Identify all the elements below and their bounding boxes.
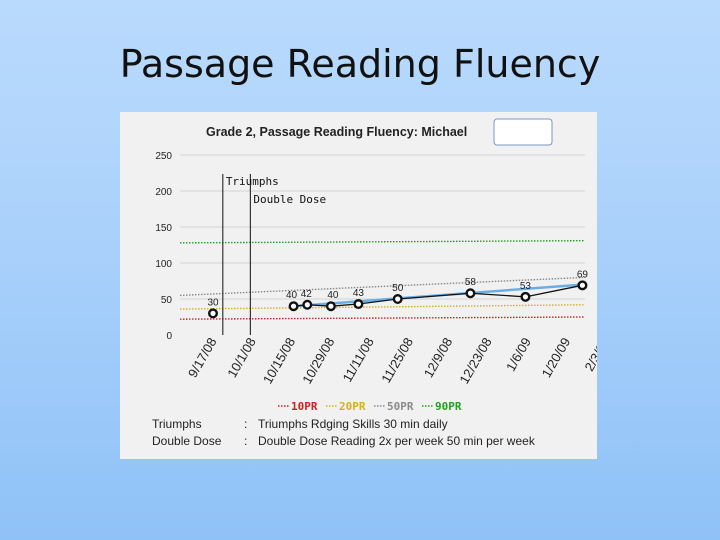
- intervention-name: Double Dose: [152, 434, 222, 448]
- chart-title: Grade 2, Passage Reading Fluency: Michae…: [206, 125, 467, 139]
- chart-panel: Grade 2, Passage Reading Fluency: Michae…: [120, 112, 597, 459]
- x-tick-label: 2/3/09: [582, 335, 597, 374]
- intervention-desc: Triumphs Rdging Skills 30 min daily: [258, 417, 448, 431]
- percentile-line-90pr: [179, 239, 586, 244]
- x-tick-label: 10/1/08: [224, 335, 259, 380]
- intervention-row: Double Dose : Double Dose Reading 2x per…: [152, 434, 535, 451]
- data-point: [465, 288, 476, 299]
- y-tick-label: 150: [155, 223, 172, 234]
- phase-label: Double Dose: [253, 193, 326, 206]
- data-point: [325, 301, 336, 312]
- intervention-name: Triumphs: [152, 417, 202, 431]
- x-tick-label: 9/17/08: [185, 335, 220, 380]
- data-label: 69: [577, 269, 589, 280]
- data-point: [302, 299, 313, 310]
- phase-label: Triumphs: [226, 175, 279, 188]
- x-tick-label: 10/29/08: [299, 335, 337, 386]
- intervention-desc: Double Dose Reading 2x per week 50 min p…: [258, 434, 535, 448]
- slide-title: Passage Reading Fluency: [119, 42, 601, 86]
- legend-label: 90PR: [435, 400, 462, 412]
- intervention-sep: :: [244, 417, 248, 431]
- data-point: [577, 280, 588, 291]
- y-tick-label: 200: [155, 187, 172, 198]
- percentile-line-20pr: [179, 304, 586, 310]
- legend-label: 10PR: [291, 400, 318, 412]
- data-point: [353, 299, 364, 310]
- name-box: [493, 118, 553, 146]
- data-label: 42: [301, 289, 313, 300]
- data-point: [520, 291, 531, 302]
- intervention-table: Triumphs : Triumphs Rdging Skills 30 min…: [152, 417, 535, 451]
- y-tick-label: 100: [155, 259, 172, 270]
- x-tick-label: 1/6/09: [503, 335, 534, 374]
- data-label: 40: [327, 290, 339, 301]
- y-tick-label: 0: [166, 331, 172, 342]
- data-point: [207, 308, 218, 319]
- x-tick-label: 11/11/08: [339, 335, 376, 385]
- x-tick-label: 11/25/08: [378, 335, 416, 385]
- data-label: 43: [353, 288, 365, 299]
- data-label: 30: [207, 297, 219, 308]
- percentile-line-10pr: [179, 316, 586, 320]
- data-label: 50: [392, 283, 404, 294]
- chart-svg: Grade 2, Passage Reading Fluency: Michae…: [155, 118, 597, 412]
- x-tick-label: 12/23/08: [456, 335, 494, 386]
- data-label: 58: [465, 277, 477, 288]
- intervention-sep: :: [244, 434, 248, 448]
- legend-label: 20PR: [339, 400, 366, 412]
- x-tick-label: 12/9/08: [421, 335, 456, 380]
- x-tick-label: 10/15/08: [260, 335, 298, 386]
- data-label: 53: [520, 281, 532, 292]
- data-point: [392, 293, 403, 304]
- x-tick-label: 1/20/09: [539, 335, 574, 380]
- y-tick-label: 250: [155, 151, 172, 162]
- legend-label: 50PR: [387, 400, 414, 412]
- intervention-row: Triumphs : Triumphs Rdging Skills 30 min…: [152, 417, 535, 434]
- data-label: 40: [286, 290, 298, 301]
- data-point: [288, 301, 299, 312]
- y-tick-label: 50: [161, 295, 173, 306]
